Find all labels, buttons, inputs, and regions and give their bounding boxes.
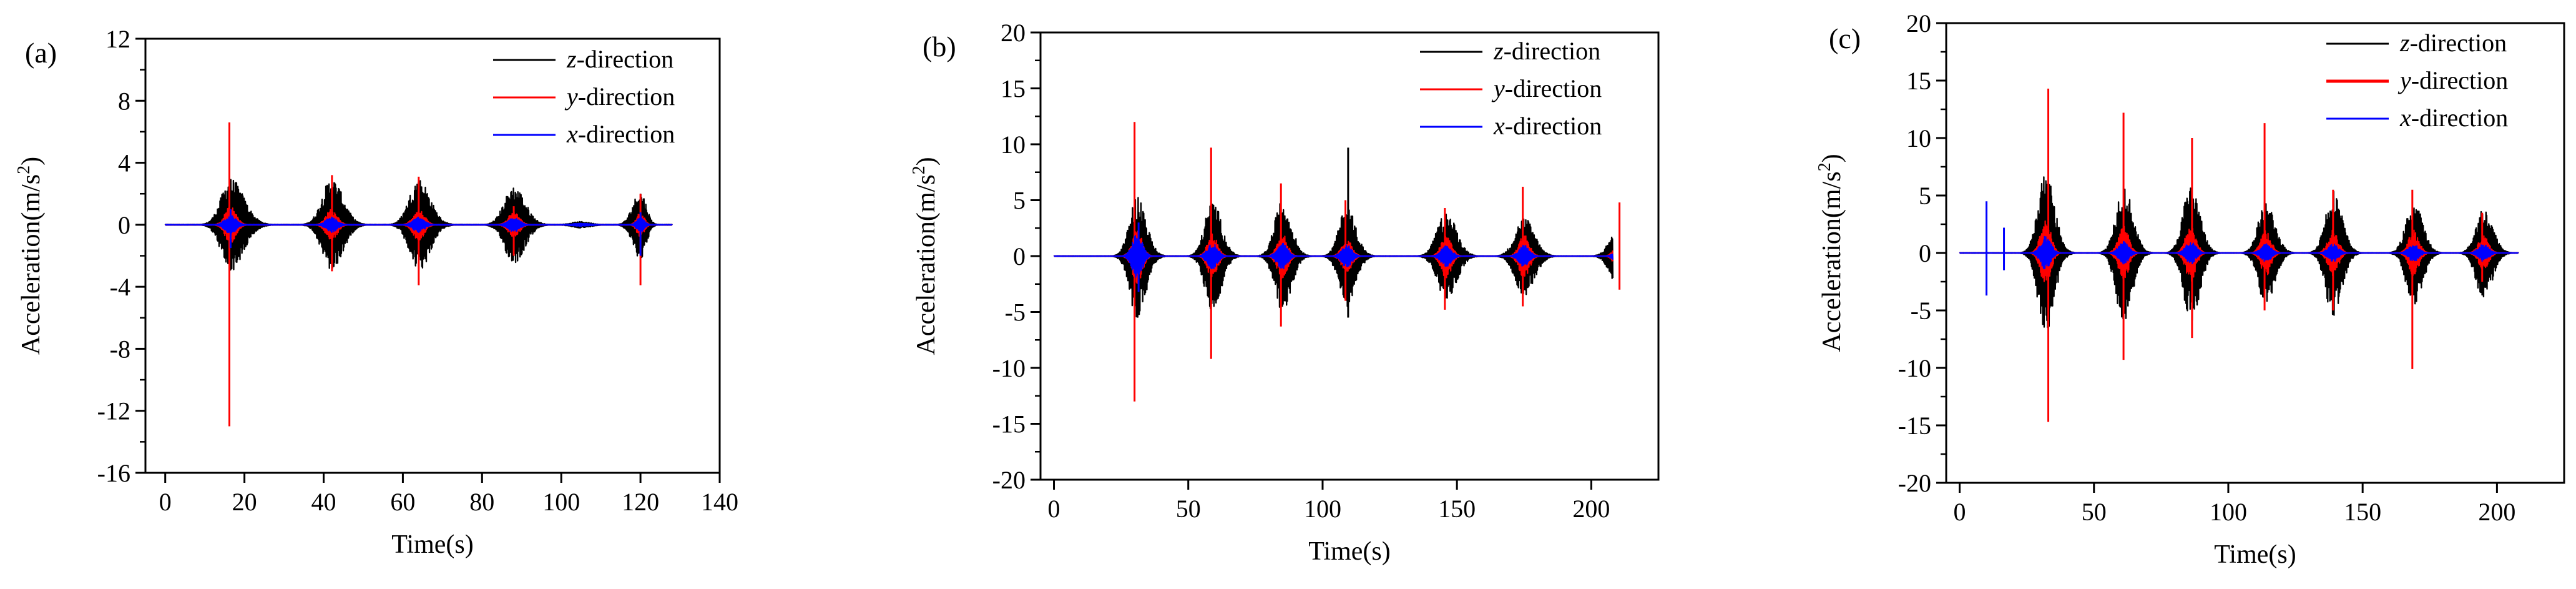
panel-a: 0 20 40 60 80 100 120 140 -16 -12 -8 -4 0 4 8 12 Time(s)…: [14, 25, 738, 559]
x-axis-label: Time(s): [391, 530, 473, 559]
y-tick-label: -8: [110, 335, 130, 363]
legend-entry: x-direction: [1493, 112, 1602, 140]
y-tick-label: 8: [118, 87, 130, 115]
panel-label: (a): [25, 37, 57, 69]
x-tick-label: 100: [2210, 498, 2247, 526]
x-tick-label: 20: [232, 488, 257, 516]
y-tick-label: -12: [97, 397, 130, 425]
y-axis-label: Acceleration(m/s2): [1815, 154, 1846, 352]
y-tick-label: 10: [1001, 131, 1026, 159]
y-tick-label: 15: [1906, 67, 1931, 95]
y-axis-label: Acceleration(m/s2): [909, 157, 941, 355]
legend-entry: z-direction: [2399, 29, 2507, 57]
x-tick-label: 60: [390, 488, 415, 516]
x-tick-label: 50: [2082, 498, 2107, 526]
legend-entry: x-direction: [566, 120, 675, 148]
x-tick-label: 0: [159, 488, 172, 516]
y-tick-label: -20: [992, 466, 1026, 494]
plot-area: [1053, 122, 1621, 402]
y-tick-label: 5: [1919, 182, 1931, 210]
y-tick-label: 0: [1919, 239, 1931, 267]
panel-b: 0 50 100 150 200 -20 -15 -10 -5 0 5 10 15 20 Time(s) Ac…: [909, 19, 1660, 566]
x-axis-label: Time(s): [1308, 537, 1390, 566]
x-tick-label: 200: [2478, 498, 2515, 526]
x-tick-label: 200: [1572, 495, 1610, 523]
x-tick-label: 100: [542, 488, 580, 516]
x-tick-label: 0: [1954, 498, 1966, 526]
legend-entry: y-direction: [1491, 74, 1602, 102]
y-axis-label: Acceleration(m/s2): [14, 157, 46, 355]
y-tick-label: -20: [1898, 469, 1931, 497]
x-tick-label: 120: [622, 488, 659, 516]
y-tick-label: -10: [1898, 354, 1931, 382]
series-line-x-direction: [164, 215, 673, 235]
y-tick-label: -5: [1911, 297, 1931, 325]
x-tick-label: 100: [1304, 495, 1341, 523]
panel-c: 0 50 100 150 200 -20 -15 -10 -5 0 5 10 15 20 Time(s) Ac…: [1815, 9, 2565, 569]
plot-area: [164, 122, 673, 427]
x-tick-label: 140: [701, 488, 738, 516]
y-tick-label: -15: [992, 410, 1026, 438]
x-tick-label: 40: [311, 488, 336, 516]
x-tick-label: 80: [469, 488, 494, 516]
panel-label: (c): [1829, 22, 1861, 54]
legend-entry: z-direction: [566, 45, 673, 73]
y-tick-label: -5: [1005, 299, 1026, 327]
series-line-x-direction: [1959, 235, 2519, 270]
y-tick-label: 0: [1013, 242, 1026, 270]
panel-label: (b): [923, 31, 956, 62]
legend-entry: z-direction: [1493, 37, 1600, 65]
y-tick-label: -15: [1898, 412, 1931, 440]
series-line-x-direction: [1053, 234, 1614, 278]
y-tick-label: 20: [1001, 19, 1026, 47]
y-tick-label: 12: [105, 25, 130, 53]
x-tick-label: 0: [1048, 495, 1060, 523]
x-tick-label: 50: [1176, 495, 1201, 523]
x-axis-label: Time(s): [2214, 540, 2296, 569]
y-tick-label: -10: [992, 354, 1026, 382]
legend-entry: y-direction: [564, 82, 675, 111]
y-tick-label: 10: [1906, 124, 1931, 152]
y-tick-label: 4: [118, 149, 130, 177]
y-tick-label: 15: [1001, 75, 1026, 103]
y-tick-label: 20: [1906, 9, 1931, 37]
plot-area: [1959, 88, 2519, 422]
x-tick-label: 150: [2344, 498, 2381, 526]
y-tick-label: 0: [118, 211, 130, 239]
legend-entry: y-direction: [2397, 66, 2508, 94]
legend-entry: x-direction: [2399, 104, 2508, 132]
y-tick-label: -4: [110, 273, 130, 301]
y-tick-label: 5: [1013, 187, 1026, 215]
y-tick-label: -16: [97, 459, 130, 487]
x-tick-label: 150: [1438, 495, 1476, 523]
